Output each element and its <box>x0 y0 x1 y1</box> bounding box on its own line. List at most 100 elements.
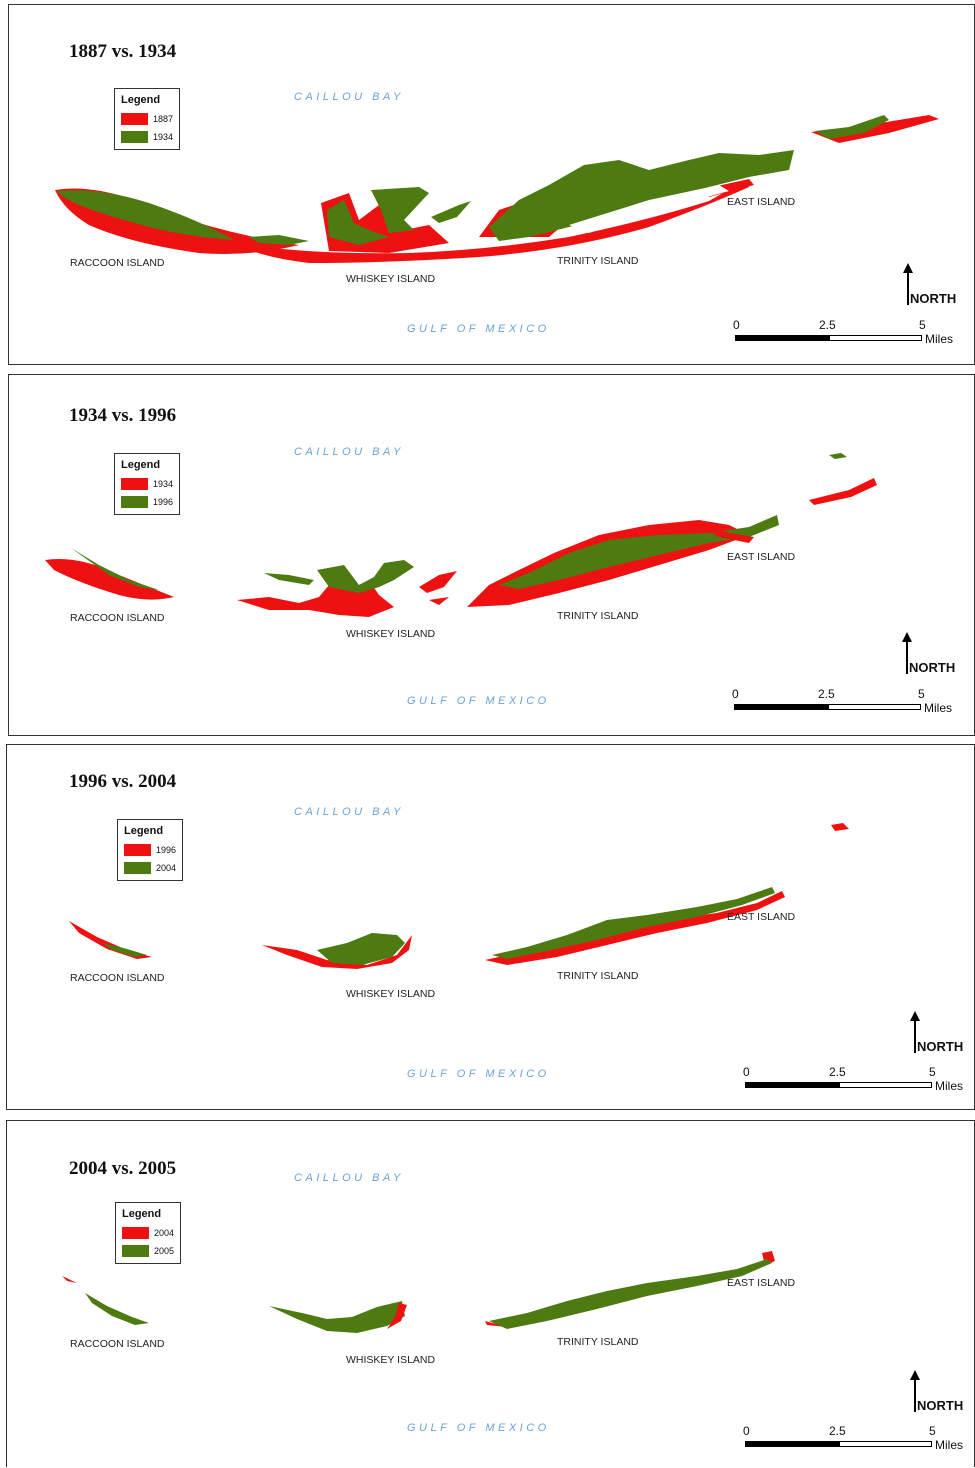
legend: Legend 2004 2005 <box>115 1202 181 1264</box>
whiskey-island-label: WHISKEY ISLAND <box>346 988 436 1000</box>
trinity-island-1996 <box>499 515 779 589</box>
gulf-of-mexico-label: GULF OF MEXICO <box>407 1068 550 1080</box>
far-north-1996 <box>831 823 849 831</box>
legend-title: Legend <box>121 94 161 106</box>
map-panel-1996-2004: 1996 vs. 2004 Legend 1996 2004 CAILLOU B… <box>6 744 975 1110</box>
legend-swatch-red <box>121 478 148 490</box>
trinity-island-2005 <box>489 1259 772 1329</box>
scale-bar-white <box>829 335 922 341</box>
raccoon-island-label: RACCOON ISLAND <box>70 972 165 984</box>
raccoon-island-2004 <box>62 1276 77 1283</box>
far-east-1934 <box>809 478 877 505</box>
scale-bar: 0 2.5 5 Miles <box>743 1424 963 1454</box>
legend-label: 1934 <box>153 479 174 489</box>
trinity-island-2004 <box>492 887 775 959</box>
raccoon-island-label: RACCOON ISLAND <box>70 612 165 624</box>
trinity-island-label: TRINITY ISLAND <box>557 970 639 982</box>
legend-label: 1887 <box>153 114 174 124</box>
panel-title: 1996 vs. 2004 <box>69 771 177 792</box>
north-arrow-icon <box>902 632 912 674</box>
caillou-bay-label: CAILLOU BAY <box>294 806 404 818</box>
whiskey-island-2005 <box>269 1301 405 1333</box>
whiskey-island-1887 <box>234 181 749 263</box>
scale-tick-mid: 2.5 <box>818 687 835 701</box>
whiskey-island-2004 <box>317 933 405 965</box>
island-shapes <box>45 453 877 617</box>
scale-tick-0: 0 <box>743 1065 750 1079</box>
scale-tick-0: 0 <box>732 687 739 701</box>
scale-bar: 0 2.5 5 Miles <box>733 318 953 348</box>
east-island-label: EAST ISLAND <box>727 1277 796 1289</box>
trinity-island-label: TRINITY ISLAND <box>557 1336 639 1348</box>
map-panel-2004-2005: 2004 vs. 2005 Legend 2004 2005 CAILLOU B… <box>6 1120 975 1467</box>
raccoon-island-1934 <box>57 190 234 240</box>
gulf-of-mexico-label: GULF OF MEXICO <box>407 695 550 707</box>
trinity-island-label: TRINITY ISLAND <box>557 255 639 267</box>
scale-bar-white <box>839 1082 932 1088</box>
east-island-label: EAST ISLAND <box>727 551 796 563</box>
scale-bar-white <box>839 1441 932 1447</box>
north-arrow-icon <box>910 1011 920 1053</box>
legend-swatch-red <box>124 844 151 856</box>
raccoon-island-2004 <box>102 943 147 957</box>
whiskey-island-1934-a <box>327 200 389 245</box>
east-island-1934 <box>699 525 754 543</box>
east-island-label: EAST ISLAND <box>727 911 796 923</box>
whiskey-island-1996 <box>317 560 414 593</box>
trinity-island-label: TRINITY ISLAND <box>557 610 639 622</box>
legend: Legend 1887 1934 <box>114 88 180 150</box>
scale-bar-black <box>735 335 829 341</box>
legend-swatch-green <box>124 862 151 874</box>
legend-label: 2004 <box>154 1228 175 1238</box>
scale-tick-0: 0 <box>743 1424 750 1438</box>
legend-label: 1996 <box>153 497 174 507</box>
caillou-bay-label: CAILLOU BAY <box>294 1172 404 1184</box>
whiskey-island-label: WHISKEY ISLAND <box>346 1354 436 1366</box>
scale-unit: Miles <box>935 1438 964 1452</box>
legend: Legend 1934 1996 <box>114 453 180 515</box>
raccoon-island-label: RACCOON ISLAND <box>70 1338 165 1350</box>
whiskey-west-1996 <box>264 573 314 585</box>
scale-bar-black <box>734 704 828 710</box>
scale-bar: 0 2.5 5 Miles <box>743 1065 963 1095</box>
scale-bar: 0 2.5 5 Miles <box>732 687 952 717</box>
scale-bar-black <box>745 1441 839 1447</box>
scale-unit: Miles <box>935 1079 964 1093</box>
island-shapes <box>69 823 849 969</box>
legend-title: Legend <box>122 1208 162 1220</box>
map-panel-1887-1934: 1887 vs. 1934 Legend 1887 1934 CAILLOU B… <box>8 4 975 365</box>
gulf-of-mexico-label: GULF OF MEXICO <box>407 323 550 335</box>
scale-tick-end: 5 <box>919 318 926 332</box>
island-shapes <box>62 1251 775 1333</box>
legend-title: Legend <box>121 459 161 471</box>
legend-label: 1934 <box>153 132 174 142</box>
legend: Legend 1996 2004 <box>117 819 183 881</box>
map-panel-1934-1996: 1934 vs. 1996 Legend 1934 1996 CAILLOU B… <box>8 374 975 736</box>
gulf-of-mexico-label: GULF OF MEXICO <box>407 1422 550 1434</box>
whiskey-island-2004 <box>387 1303 407 1329</box>
whiskey-east-1934 <box>419 571 457 605</box>
legend-swatch-red <box>121 113 148 125</box>
scale-tick-end: 5 <box>918 687 925 701</box>
scale-unit: Miles <box>924 701 953 715</box>
north-label: NORTH <box>909 660 956 675</box>
panel-title: 2004 vs. 2005 <box>69 1158 177 1179</box>
scale-tick-mid: 2.5 <box>819 318 836 332</box>
legend-swatch-red <box>122 1227 149 1239</box>
raccoon-island-1934 <box>45 559 174 600</box>
whiskey-island-label: WHISKEY ISLAND <box>346 628 436 640</box>
trinity-channel-gap <box>569 185 729 233</box>
whiskey-island-1934-c <box>431 201 471 223</box>
scale-tick-end: 5 <box>929 1065 936 1079</box>
scale-tick-end: 5 <box>929 1424 936 1438</box>
scale-tick-mid: 2.5 <box>829 1065 846 1079</box>
north-arrow-icon <box>903 263 913 305</box>
caillou-bay-label: CAILLOU BAY <box>294 91 404 103</box>
legend-label: 1996 <box>156 845 177 855</box>
scale-tick-0: 0 <box>733 318 740 332</box>
legend-swatch-green <box>122 1245 149 1257</box>
scale-tick-mid: 2.5 <box>829 1424 846 1438</box>
north-label: NORTH <box>917 1398 964 1413</box>
raccoon-island-2005 <box>85 1293 149 1325</box>
east-island-1934 <box>815 115 889 139</box>
